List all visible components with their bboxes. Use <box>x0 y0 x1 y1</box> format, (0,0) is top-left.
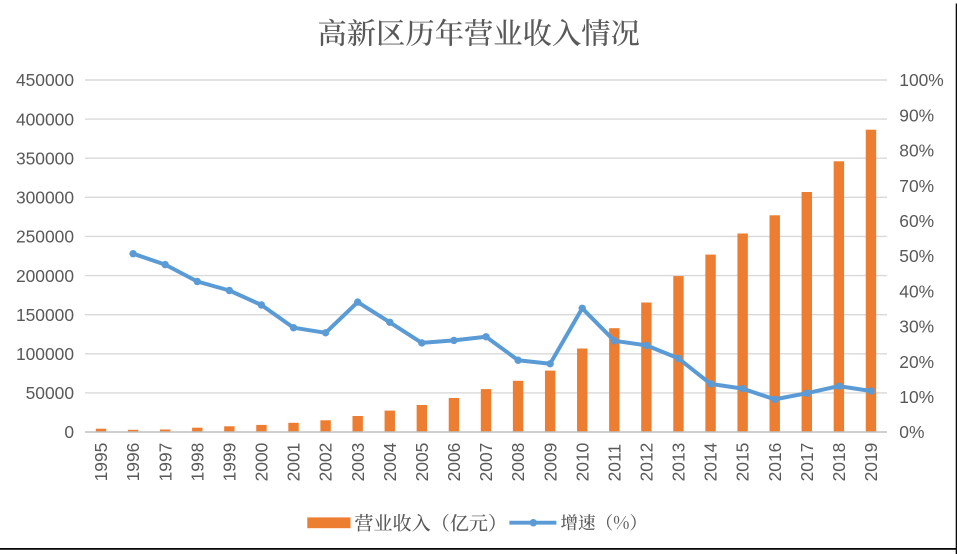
svg-text:2004: 2004 <box>380 442 400 481</box>
svg-text:2010: 2010 <box>572 443 592 482</box>
svg-text:100000: 100000 <box>16 344 74 364</box>
svg-text:2007: 2007 <box>476 443 496 482</box>
svg-text:2002: 2002 <box>316 443 336 482</box>
svg-text:2012: 2012 <box>637 443 657 482</box>
svg-text:2017: 2017 <box>797 443 817 482</box>
svg-text:2019: 2019 <box>861 443 881 482</box>
svg-text:2005: 2005 <box>412 443 432 482</box>
svg-text:1996: 1996 <box>123 443 143 482</box>
svg-text:300000: 300000 <box>16 188 74 208</box>
svg-text:50000: 50000 <box>26 383 74 403</box>
svg-text:2015: 2015 <box>733 443 753 482</box>
svg-text:2009: 2009 <box>540 443 560 482</box>
svg-text:2001: 2001 <box>284 443 304 482</box>
svg-text:2014: 2014 <box>701 442 721 481</box>
svg-text:350000: 350000 <box>16 148 74 168</box>
svg-text:10%: 10% <box>899 387 934 407</box>
svg-text:1995: 1995 <box>91 443 111 482</box>
svg-text:2011: 2011 <box>604 444 624 481</box>
svg-text:1999: 1999 <box>219 443 239 482</box>
svg-text:2006: 2006 <box>444 443 464 482</box>
svg-text:400000: 400000 <box>16 109 74 129</box>
svg-text:60%: 60% <box>899 211 934 231</box>
svg-text:2003: 2003 <box>348 443 368 482</box>
svg-text:30%: 30% <box>899 317 934 337</box>
svg-text:50%: 50% <box>899 246 934 266</box>
svg-text:1997: 1997 <box>155 443 175 482</box>
svg-text:40%: 40% <box>899 281 934 301</box>
svg-text:0%: 0% <box>899 422 924 442</box>
svg-text:100%: 100% <box>899 70 943 90</box>
svg-text:2000: 2000 <box>252 443 272 482</box>
svg-text:2008: 2008 <box>508 443 528 482</box>
svg-text:250000: 250000 <box>16 227 74 247</box>
svg-text:20%: 20% <box>899 352 934 372</box>
svg-text:0: 0 <box>64 422 74 442</box>
svg-text:200000: 200000 <box>16 266 74 286</box>
svg-text:1998: 1998 <box>187 443 207 482</box>
svg-text:2016: 2016 <box>765 443 785 482</box>
svg-text:80%: 80% <box>899 141 934 161</box>
svg-text:70%: 70% <box>899 176 934 196</box>
svg-text:2013: 2013 <box>669 443 689 482</box>
svg-text:90%: 90% <box>899 105 934 125</box>
svg-text:150000: 150000 <box>16 305 74 325</box>
svg-text:450000: 450000 <box>16 70 74 90</box>
svg-text:2018: 2018 <box>829 443 849 482</box>
